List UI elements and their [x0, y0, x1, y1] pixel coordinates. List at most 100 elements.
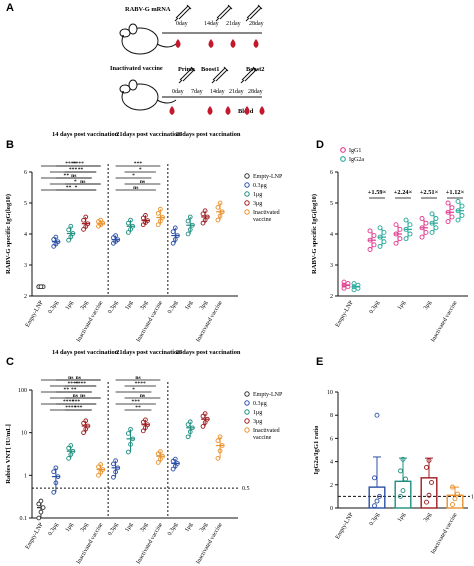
significance-label: ns [68, 375, 74, 381]
data-point [367, 237, 373, 243]
data-point [403, 217, 409, 223]
data-point [53, 480, 59, 486]
data-point [202, 411, 208, 416]
data-point [400, 488, 406, 494]
data-point [445, 209, 451, 215]
data-point [66, 456, 71, 461]
legend-label: Empty-LNP [253, 392, 283, 398]
data-point [429, 229, 435, 235]
x-tick-label: 1μg [65, 300, 75, 311]
data-point [459, 212, 465, 218]
timepoint-title: 28days post vaccination [176, 349, 241, 356]
data-point [403, 226, 409, 232]
timepoint-title: 14 days post vaccination [52, 131, 119, 138]
x-tick-label: 1μg [65, 522, 75, 533]
y-tick-label: 6 [330, 170, 333, 176]
blood-drop-icon [175, 39, 181, 48]
x-tick-label: 0.3μg [107, 522, 119, 537]
data-point [83, 214, 89, 220]
data-point [429, 220, 435, 226]
data-point [355, 285, 361, 291]
x-tick-label: 1μg [124, 522, 134, 533]
data-point [175, 461, 180, 466]
data-point [372, 503, 377, 509]
y-tick-label: 10 [21, 431, 27, 437]
x-tick-label: 1μg [397, 512, 407, 523]
panel-c-chart: 0.1 1 10 100 Rabies VNT[ IU/mL] 14 days post … [5, 349, 283, 565]
significance-label: *** [69, 167, 78, 173]
y-tick-label: 8 [330, 413, 333, 419]
fold-change-label: +1.12× [446, 189, 465, 196]
mouse-icon [119, 79, 177, 111]
panel-letter-c: C [6, 356, 14, 368]
data-point [459, 203, 465, 209]
significance-label: **** [63, 399, 74, 405]
x-tick-label: 3μg [423, 512, 433, 523]
fold-change-label: +2.51× [420, 189, 439, 196]
x-tick-label: 3μg [199, 300, 209, 311]
data-point [155, 210, 161, 216]
significance-label: ** [78, 167, 84, 173]
x-tick-label: 3μg [139, 300, 149, 311]
legend-label-line: vaccine [253, 435, 272, 441]
panel-letter-d: D [316, 139, 324, 151]
syringe-icon [178, 66, 196, 84]
y-tick-label: 5 [24, 201, 27, 207]
data-point [55, 239, 61, 245]
blood-drop-icon [169, 106, 175, 115]
y-tick-label: 2 [330, 483, 333, 489]
x-tick-label: 0.3μg [369, 512, 381, 527]
data-point [81, 227, 86, 232]
data-point [100, 467, 106, 472]
legend-marker [244, 418, 250, 424]
panel-letter-e: E [316, 356, 323, 368]
fold-change-label: +1.59× [368, 189, 387, 196]
significance-label: * [74, 179, 77, 185]
legend-marker [244, 173, 250, 179]
x-tick-label: 1μg [184, 300, 194, 311]
data-point [81, 430, 86, 436]
legend-label: Inactivated vaccine [253, 210, 280, 223]
day-label: 28day [249, 21, 264, 27]
data-point [111, 461, 116, 467]
data-point [96, 464, 101, 470]
reference-label: 1 [471, 494, 474, 500]
data-point [187, 429, 193, 435]
data-point [372, 475, 377, 481]
data-point [85, 423, 91, 429]
x-tick-label: 3μg [80, 522, 90, 533]
day-label: 7day [191, 89, 203, 95]
data-point [68, 223, 74, 229]
data-point [351, 287, 357, 293]
data-point [345, 284, 351, 290]
data-point [429, 211, 435, 217]
data-point [371, 242, 377, 248]
data-point [38, 284, 44, 290]
data-point [419, 225, 425, 231]
data-point [351, 284, 357, 290]
data-point [185, 434, 191, 440]
y-tick-label: 100 [18, 388, 27, 394]
data-point [53, 465, 59, 471]
data-point [433, 216, 439, 221]
panel-e-chart: 0 2 4 6 8 10 IgG2a/IgG1 ratio 1 Empty-LNP 0.3μg 1μ… [313, 390, 474, 555]
blood-drop-icon [244, 106, 250, 115]
data-point [115, 465, 121, 471]
data-point [455, 198, 461, 204]
significance-label: ns [80, 179, 86, 185]
data-point [143, 213, 148, 218]
significance-label: ns [76, 375, 82, 381]
data-point [419, 234, 425, 240]
legend-marker [340, 156, 346, 162]
data-point [38, 509, 44, 515]
data-point [170, 229, 176, 235]
data-point [403, 236, 409, 242]
x-tick-label: 0.3μg [167, 300, 179, 315]
timepoint-title: 21days post vaccination [116, 131, 181, 138]
data-point [113, 469, 118, 475]
legend-label: 1μg [253, 192, 262, 198]
data-point [140, 419, 146, 425]
data-point [38, 498, 44, 504]
data-point [185, 231, 191, 237]
